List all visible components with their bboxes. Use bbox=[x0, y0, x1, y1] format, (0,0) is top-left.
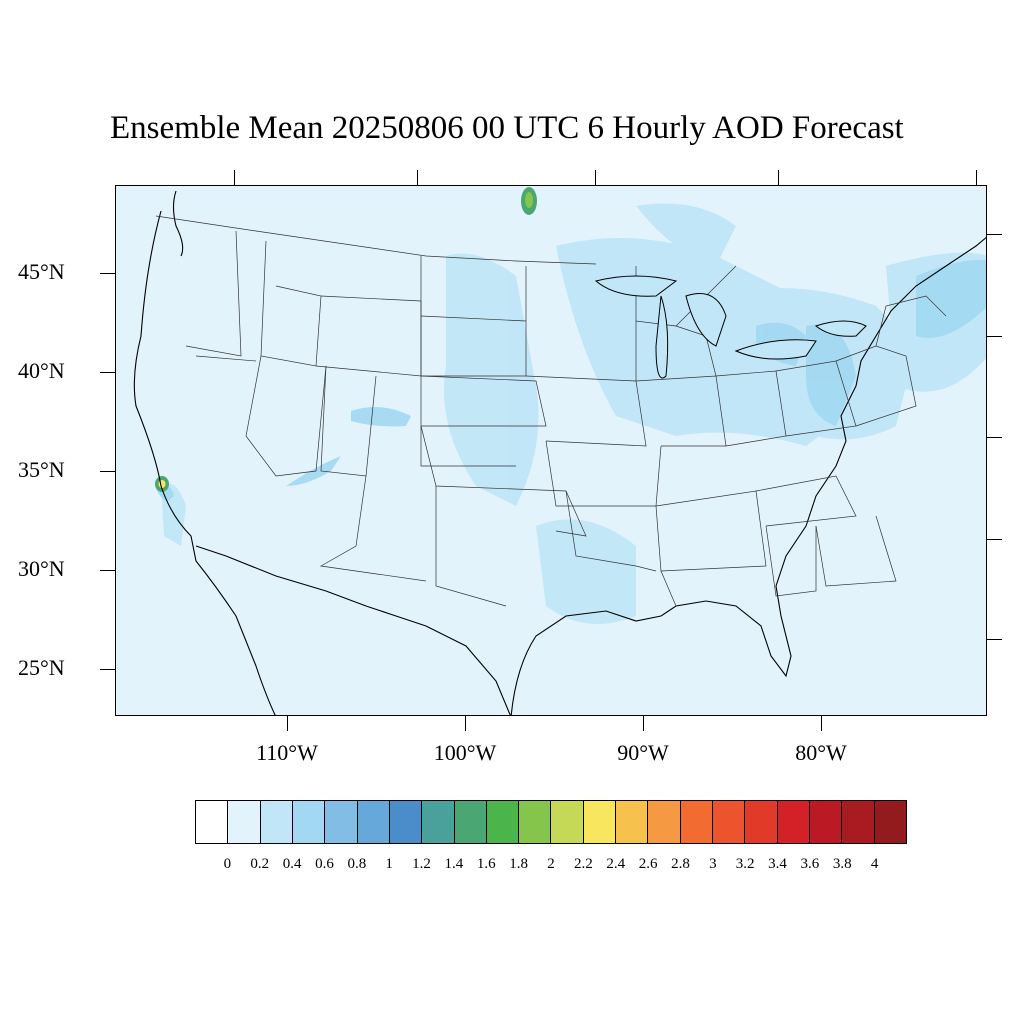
colorbar-swatch bbox=[486, 801, 520, 843]
colorbar-label: 0.6 bbox=[315, 856, 334, 872]
colorbar-label: 3.2 bbox=[735, 856, 755, 872]
top-tick bbox=[976, 170, 977, 185]
colorbar-swatch bbox=[519, 801, 552, 843]
colorbar-label: 2.6 bbox=[638, 856, 658, 872]
colorbar-swatch bbox=[357, 801, 390, 843]
left-tick bbox=[100, 372, 115, 373]
left-tick bbox=[100, 570, 115, 571]
colorbar-swatch bbox=[583, 801, 617, 843]
colorbar-label: 1.2 bbox=[412, 856, 431, 872]
top-tick bbox=[234, 170, 235, 185]
colorbar-swatch bbox=[680, 801, 713, 843]
colorbar-swatch bbox=[422, 801, 455, 843]
lon-label-80w: 80°W bbox=[795, 740, 847, 765]
colorbar-swatch bbox=[196, 801, 229, 843]
map-panel bbox=[115, 185, 987, 716]
colorbar-label: 4 bbox=[870, 856, 879, 872]
colorbar-swatch bbox=[745, 801, 778, 843]
lat-label-30: 30°N bbox=[18, 556, 65, 581]
colorbar-label: 0 bbox=[223, 856, 232, 872]
lat-label-25: 25°N bbox=[18, 655, 65, 680]
colorbar-swatch bbox=[648, 801, 681, 843]
colorbar-label: 1.8 bbox=[509, 856, 528, 872]
colorbar-swatch bbox=[260, 801, 293, 843]
lat-label-35: 35°N bbox=[18, 457, 65, 482]
bottom-tick bbox=[821, 716, 822, 731]
colorbar-swatch bbox=[454, 801, 487, 843]
colorbar-swatch bbox=[616, 801, 649, 843]
top-tick bbox=[417, 170, 418, 185]
lat-label-40: 40°N bbox=[18, 358, 65, 383]
colorbar-swatch bbox=[228, 801, 261, 843]
right-tick bbox=[987, 539, 1002, 540]
colorbar-swatch bbox=[713, 801, 746, 843]
colorbar-label: 2 bbox=[547, 856, 555, 872]
colorbar-label: 1 bbox=[385, 856, 393, 872]
state-boundaries bbox=[155, 215, 947, 607]
lon-label-100w: 100°W bbox=[433, 740, 497, 765]
colorbar-swatch bbox=[777, 801, 810, 843]
colorbar-swatch bbox=[874, 801, 906, 843]
colorbar-label: 2.4 bbox=[606, 856, 626, 872]
colorbar-label: 3.6 bbox=[800, 856, 820, 872]
colorbar-swatch bbox=[389, 801, 423, 843]
bottom-tick bbox=[287, 716, 288, 731]
colorbar-swatch bbox=[292, 801, 326, 843]
top-tick bbox=[778, 170, 779, 185]
colorbar-label: 3.8 bbox=[832, 856, 852, 872]
lon-label-90w: 90°W bbox=[617, 740, 669, 765]
colorbar-label: 3.4 bbox=[768, 856, 787, 872]
colorbar-label: 2.2 bbox=[573, 856, 593, 872]
colorbar-label: 0.4 bbox=[282, 856, 302, 872]
bottom-tick bbox=[465, 716, 466, 731]
colorbar-swatch bbox=[842, 801, 875, 843]
left-tick bbox=[100, 669, 115, 670]
map-title: Ensemble Mean 20250806 00 UTC 6 Hourly A… bbox=[110, 110, 904, 146]
right-tick bbox=[987, 437, 1002, 438]
aod-hotspots bbox=[155, 187, 537, 492]
right-tick bbox=[987, 639, 1002, 640]
colorbar-swatch bbox=[809, 801, 843, 843]
colorbar bbox=[195, 800, 907, 844]
right-tick bbox=[987, 336, 1002, 337]
colorbar-label: 1.4 bbox=[444, 856, 464, 872]
colorbar-label: 0.8 bbox=[347, 856, 367, 872]
colorbar-label: 2.8 bbox=[671, 856, 690, 872]
aod-shading bbox=[161, 203, 986, 624]
left-tick bbox=[100, 471, 115, 472]
colorbar-swatch bbox=[325, 801, 358, 843]
great-lakes bbox=[594, 275, 867, 379]
colorbar-label: 3 bbox=[709, 856, 717, 872]
colorbar-label: 1.6 bbox=[476, 856, 496, 872]
colorbar-label: 0.2 bbox=[250, 856, 270, 872]
top-tick bbox=[595, 170, 596, 185]
right-tick bbox=[987, 234, 1002, 235]
colorbar-swatch bbox=[551, 801, 584, 843]
coastlines bbox=[133, 190, 986, 715]
lon-label-110w: 110°W bbox=[256, 740, 318, 765]
lat-label-45: 45°N bbox=[18, 259, 65, 284]
aod-map bbox=[133, 187, 986, 715]
bottom-tick bbox=[643, 716, 644, 731]
left-tick bbox=[100, 273, 115, 274]
